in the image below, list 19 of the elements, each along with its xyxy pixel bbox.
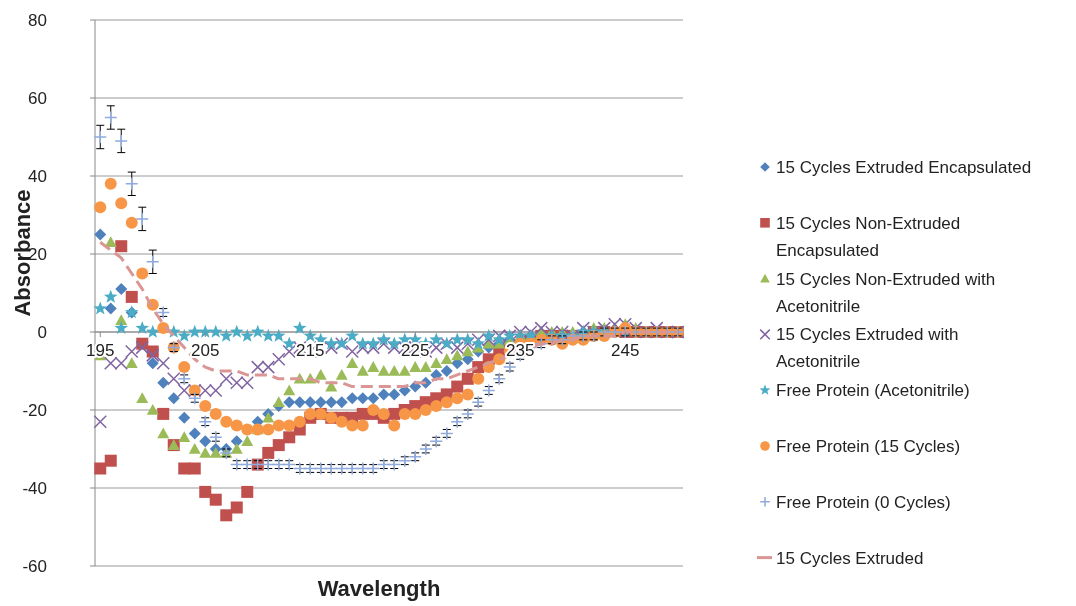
legend-label: 15 Cycles Extruded bbox=[776, 548, 924, 568]
legend-label: Free Protein (0 Cycles) bbox=[776, 492, 951, 512]
y-tick-label: -40 bbox=[22, 478, 47, 498]
x-tick-label: 205 bbox=[191, 341, 220, 360]
x-tick-label: 245 bbox=[611, 341, 640, 360]
x-tick-label: 195 bbox=[86, 341, 115, 360]
legend-label: 15 Cycles Extruded Encapsulated bbox=[776, 157, 1032, 177]
legend-label: 15 Cycles Non-Extruded Encapsulated bbox=[776, 213, 961, 260]
y-tick-label: 0 bbox=[37, 322, 47, 342]
y-tick-label: 60 bbox=[28, 88, 47, 108]
legend-label: 15 Cycles Extruded with Acetonitrile bbox=[776, 325, 959, 372]
y-tick-label: -20 bbox=[22, 400, 47, 420]
y-tick-label: -60 bbox=[22, 556, 47, 576]
x-axis-title: Wavelength bbox=[317, 576, 441, 601]
legend-label: Free Protein (15 Cycles) bbox=[776, 436, 961, 456]
legend-label: Free Protein (Acetonitrile) bbox=[776, 381, 970, 401]
y-tick-label: 40 bbox=[28, 166, 47, 186]
legend-label: 15 Cycles Non-Extruded with Acetonitrile bbox=[776, 269, 996, 316]
y-tick-label: 80 bbox=[28, 10, 47, 30]
